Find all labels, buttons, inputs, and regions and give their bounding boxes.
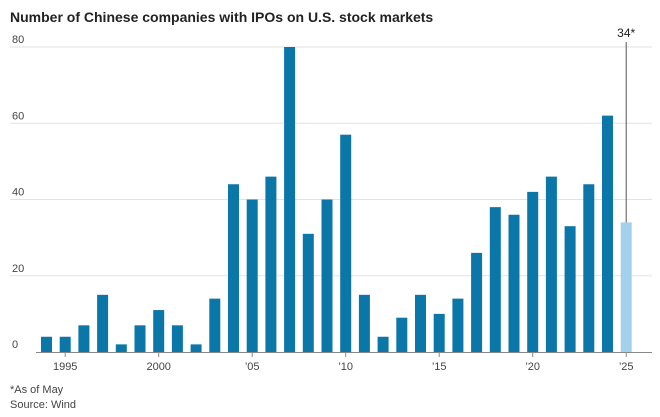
bar [171,325,183,352]
bar [452,298,464,352]
y-tick-label: 40 [12,187,24,199]
x-axis [36,42,652,357]
bar [209,298,221,352]
bar [265,176,277,352]
y-tick-label: 20 [12,263,24,275]
bar [302,233,314,352]
bar [78,325,90,352]
tick-labels: 0 20 40 60 80 1995 2000 ’05 ’10 ’15 ’20 ’25 34* [12,26,636,373]
bar [115,344,127,352]
bar [415,294,426,352]
bar [284,47,296,352]
bar [41,336,52,352]
bar [396,317,408,352]
x-tick-label: 2000 [146,361,170,373]
y-tick-label: 80 [12,34,24,46]
chart-title: Number of Chinese companies with IPOs on… [10,9,434,25]
x-tick-label: ’10 [338,361,353,373]
bar [527,191,539,352]
x-tick-label: ’20 [525,361,540,373]
annotation-label: 34* [617,26,635,40]
x-tick-label: ’15 [432,361,447,373]
bar [564,226,576,352]
bar [620,222,632,352]
bar [583,184,595,352]
bar [228,184,239,352]
bar [59,336,71,352]
source-note: Source: Wind [10,399,77,411]
bar [377,336,389,352]
bars [41,47,632,352]
bar [471,252,483,352]
bar [246,199,258,352]
bar [190,344,202,352]
bar [508,214,520,352]
bar [321,199,333,352]
bar [433,313,445,352]
x-tick-label: ’25 [619,361,634,373]
bar [97,294,109,352]
x-tick-label: 1995 [53,361,77,373]
bar [602,115,613,352]
bar [153,310,165,352]
bar [358,294,370,352]
bar [134,325,146,352]
x-tick-label: ’05 [245,361,260,373]
bar [340,134,352,352]
y-tick-label: 0 [12,339,18,351]
footnote: *As of May [10,384,64,396]
bar [545,176,557,352]
bar [489,207,501,352]
y-tick-label: 60 [12,110,24,122]
